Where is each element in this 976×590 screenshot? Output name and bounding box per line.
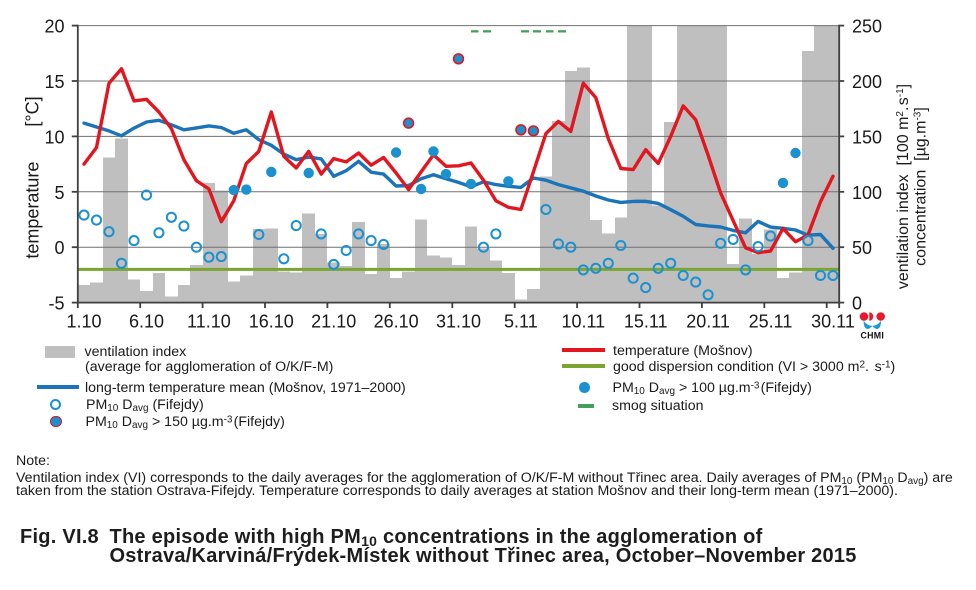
svg-text:16.10: 16.10	[249, 312, 294, 332]
svg-text:50: 50	[852, 238, 872, 258]
svg-text:0: 0	[54, 238, 64, 258]
svg-text:26.10: 26.10	[374, 312, 419, 332]
svg-text:temperature [°C]: temperature [°C]	[23, 96, 43, 258]
svg-text:21.10: 21.10	[311, 312, 356, 332]
svg-text:150: 150	[852, 127, 882, 147]
svg-text:31.10: 31.10	[436, 312, 481, 332]
svg-text:11.10: 11.10	[187, 312, 231, 332]
svg-text:5: 5	[54, 183, 64, 203]
svg-text:CHMI: CHMI	[860, 331, 884, 341]
svg-text:20.11: 20.11	[686, 312, 730, 332]
svg-text:6.10: 6.10	[129, 312, 164, 332]
svg-text:250: 250	[852, 17, 882, 37]
svg-text:10.11: 10.11	[561, 312, 605, 332]
svg-text:10: 10	[44, 127, 64, 147]
svg-text:15: 15	[44, 72, 64, 92]
svg-text:1.10: 1.10	[66, 312, 101, 332]
svg-text:30.11: 30.11	[811, 312, 855, 332]
svg-text:0: 0	[852, 294, 862, 314]
svg-text:15.11: 15.11	[624, 312, 668, 332]
svg-text:5.11: 5.11	[504, 312, 538, 332]
svg-text:concentration [µg.m-3]: concentration [µg.m-3]	[913, 107, 930, 266]
svg-text:100: 100	[852, 183, 882, 203]
svg-text:-5: -5	[48, 294, 64, 314]
svg-text:25.11: 25.11	[749, 312, 793, 332]
svg-text:20: 20	[44, 17, 64, 37]
svg-text:ventilation index [100 m2. s-: ventilation index [100 m2. s-1]	[895, 84, 912, 289]
svg-text:200: 200	[852, 72, 882, 92]
